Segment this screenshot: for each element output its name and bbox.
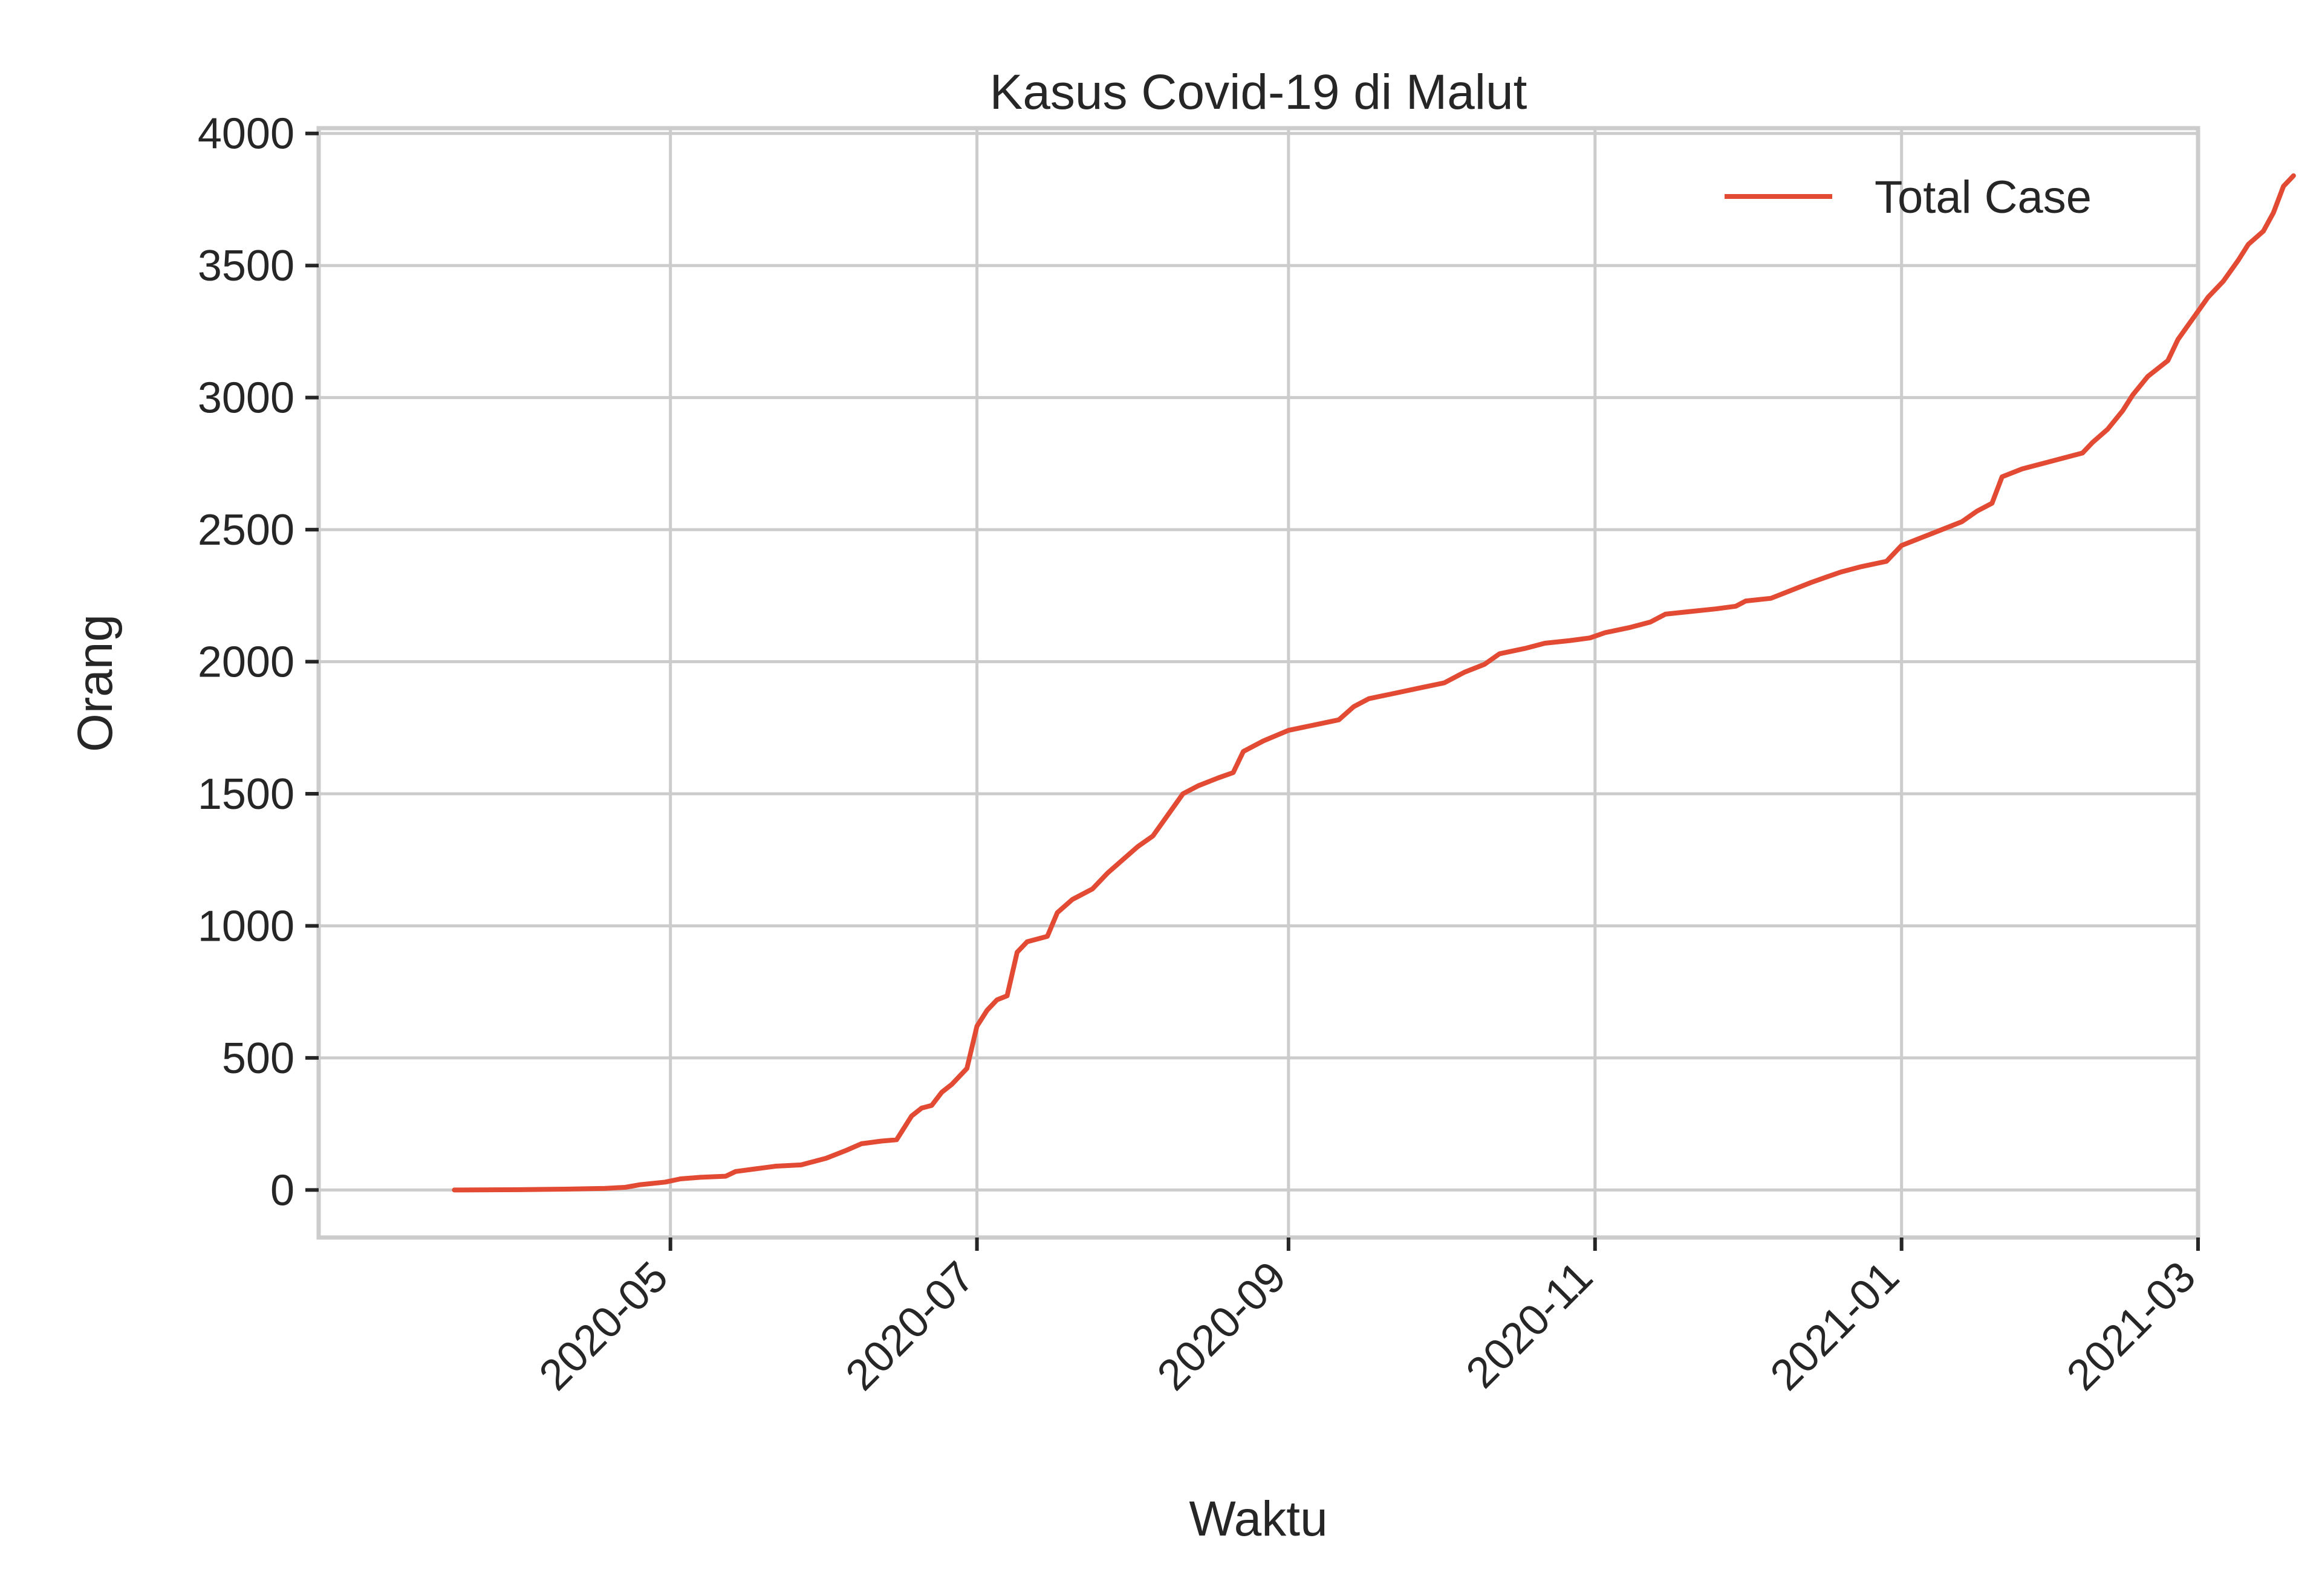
series-line-total-case [452, 173, 2296, 1193]
x-axis-label: Waktu [1189, 1491, 1327, 1546]
x-tick-label: 2020-07 [837, 1253, 984, 1400]
y-tick-label: 0 [270, 1166, 294, 1215]
legend: Total Case [1725, 172, 2092, 223]
y-tick-label: 2500 [198, 506, 294, 554]
x-tick-label: 2021-03 [2058, 1253, 2205, 1400]
x-tick-label: 2020-05 [530, 1253, 677, 1400]
grid [319, 128, 2198, 1238]
plot-frame [316, 126, 2200, 1240]
y-tick-label: 4000 [198, 110, 294, 158]
y-tick-label: 3000 [198, 374, 294, 423]
x-tick-label: 2020-09 [1148, 1253, 1295, 1400]
y-tick-label: 1500 [198, 770, 294, 819]
y-tick-label: 1000 [198, 902, 294, 950]
x-tick-label: 2020-11 [1457, 1253, 1602, 1398]
y-tick-label: 3500 [198, 242, 294, 290]
axis-ticks: 0 500 1000 1500 2000 2500 3000 3500 4000 2020-05 2… [198, 110, 2205, 1400]
x-tick-label: 2021-01 [1761, 1253, 1908, 1400]
legend-label-total-case: Total Case [1875, 172, 2092, 223]
y-tick-label: 2000 [198, 638, 294, 687]
series-layer [452, 173, 2296, 1193]
y-axis-label: Orang [68, 614, 123, 752]
chart-title: Kasus Covid-19 di Malut [990, 65, 1527, 120]
y-tick-label: 500 [222, 1034, 294, 1083]
